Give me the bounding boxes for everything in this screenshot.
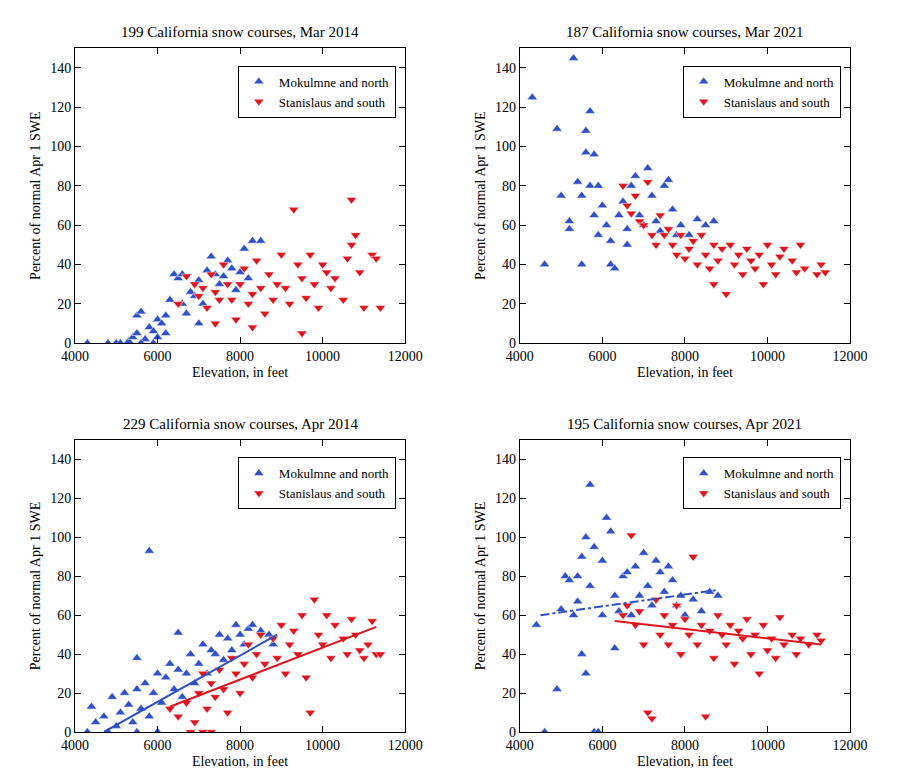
svg-text:60: 60 [57, 608, 71, 623]
svg-text:100: 100 [50, 139, 71, 154]
svg-text:80: 80 [57, 569, 71, 584]
svg-text:4000: 4000 [506, 738, 534, 753]
svg-text:120: 120 [50, 100, 71, 115]
svg-text:12000: 12000 [388, 349, 423, 364]
svg-text:40: 40 [57, 647, 71, 662]
svg-text:Percent of normal Apr 1 SWE: Percent of normal Apr 1 SWE [28, 112, 43, 280]
svg-text:Elevation, in feet: Elevation, in feet [637, 754, 733, 769]
svg-text:Percent of normal Apr 1 SWE: Percent of normal Apr 1 SWE [473, 502, 488, 670]
svg-text:Elevation, in feet: Elevation, in feet [192, 754, 288, 769]
svg-text:Stanislaus and south: Stanislaus and south [279, 95, 386, 110]
svg-text:80: 80 [57, 179, 71, 194]
svg-text:10000: 10000 [305, 738, 340, 753]
svg-text:Mokulmne and north: Mokulmne and north [279, 75, 389, 90]
svg-text:140: 140 [50, 452, 71, 467]
svg-text:4000: 4000 [61, 349, 89, 364]
svg-text:40: 40 [57, 257, 71, 272]
svg-text:Mokulmne and north: Mokulmne and north [724, 466, 834, 481]
svg-text:100: 100 [495, 530, 516, 545]
svg-text:Mokulmne and north: Mokulmne and north [279, 466, 389, 481]
svg-text:140: 140 [495, 452, 516, 467]
svg-text:0: 0 [509, 336, 516, 351]
svg-text:6000: 6000 [588, 349, 616, 364]
svg-text:4000: 4000 [61, 738, 89, 753]
svg-text:0: 0 [64, 336, 71, 351]
svg-text:60: 60 [502, 218, 516, 233]
svg-text:20: 20 [57, 686, 71, 701]
svg-text:229 California snow courses, A: 229 California snow courses, Apr 2014 [123, 416, 358, 432]
svg-text:4000: 4000 [506, 349, 534, 364]
svg-text:20: 20 [502, 297, 516, 312]
svg-text:100: 100 [495, 139, 516, 154]
svg-text:8000: 8000 [671, 738, 699, 753]
svg-text:Elevation, in feet: Elevation, in feet [192, 365, 288, 380]
svg-text:40: 40 [502, 647, 516, 662]
svg-text:6000: 6000 [144, 738, 172, 753]
svg-text:20: 20 [57, 297, 71, 312]
svg-text:8000: 8000 [226, 349, 254, 364]
svg-text:100: 100 [50, 530, 71, 545]
svg-text:12000: 12000 [833, 738, 868, 753]
svg-text:Mokulmne and north: Mokulmne and north [724, 75, 834, 90]
svg-text:12000: 12000 [388, 738, 423, 753]
svg-text:199 California snow courses, M: 199 California snow courses, Mar 2014 [121, 24, 359, 40]
svg-text:Elevation, in feet: Elevation, in feet [637, 365, 733, 380]
svg-text:12000: 12000 [833, 349, 868, 364]
svg-text:0: 0 [509, 725, 516, 740]
svg-text:40: 40 [502, 257, 516, 272]
svg-text:20: 20 [502, 686, 516, 701]
svg-text:10000: 10000 [750, 349, 785, 364]
svg-text:80: 80 [502, 179, 516, 194]
svg-text:120: 120 [495, 491, 516, 506]
svg-text:120: 120 [50, 491, 71, 506]
svg-text:80: 80 [502, 569, 516, 584]
svg-text:120: 120 [495, 100, 516, 115]
svg-text:Stanislaus and south: Stanislaus and south [724, 486, 831, 501]
svg-text:195 California snow courses, A: 195 California snow courses, Apr 2021 [567, 416, 802, 432]
svg-text:140: 140 [50, 61, 71, 76]
svg-text:Stanislaus and south: Stanislaus and south [279, 486, 386, 501]
svg-text:8000: 8000 [671, 349, 699, 364]
svg-text:10000: 10000 [750, 738, 785, 753]
svg-text:6000: 6000 [144, 349, 172, 364]
svg-text:10000: 10000 [305, 349, 340, 364]
svg-text:8000: 8000 [226, 738, 254, 753]
svg-text:60: 60 [57, 218, 71, 233]
svg-text:187 California snow courses, M: 187 California snow courses, Mar 2021 [566, 24, 803, 40]
svg-text:0: 0 [64, 725, 71, 740]
svg-text:60: 60 [502, 608, 516, 623]
svg-text:Percent of normal Apr 1 SWE: Percent of normal Apr 1 SWE [28, 502, 43, 670]
svg-text:6000: 6000 [588, 738, 616, 753]
svg-text:Stanislaus and south: Stanislaus and south [724, 95, 831, 110]
svg-text:140: 140 [495, 61, 516, 76]
svg-text:Percent of normal Apr 1 SWE: Percent of normal Apr 1 SWE [473, 112, 488, 280]
